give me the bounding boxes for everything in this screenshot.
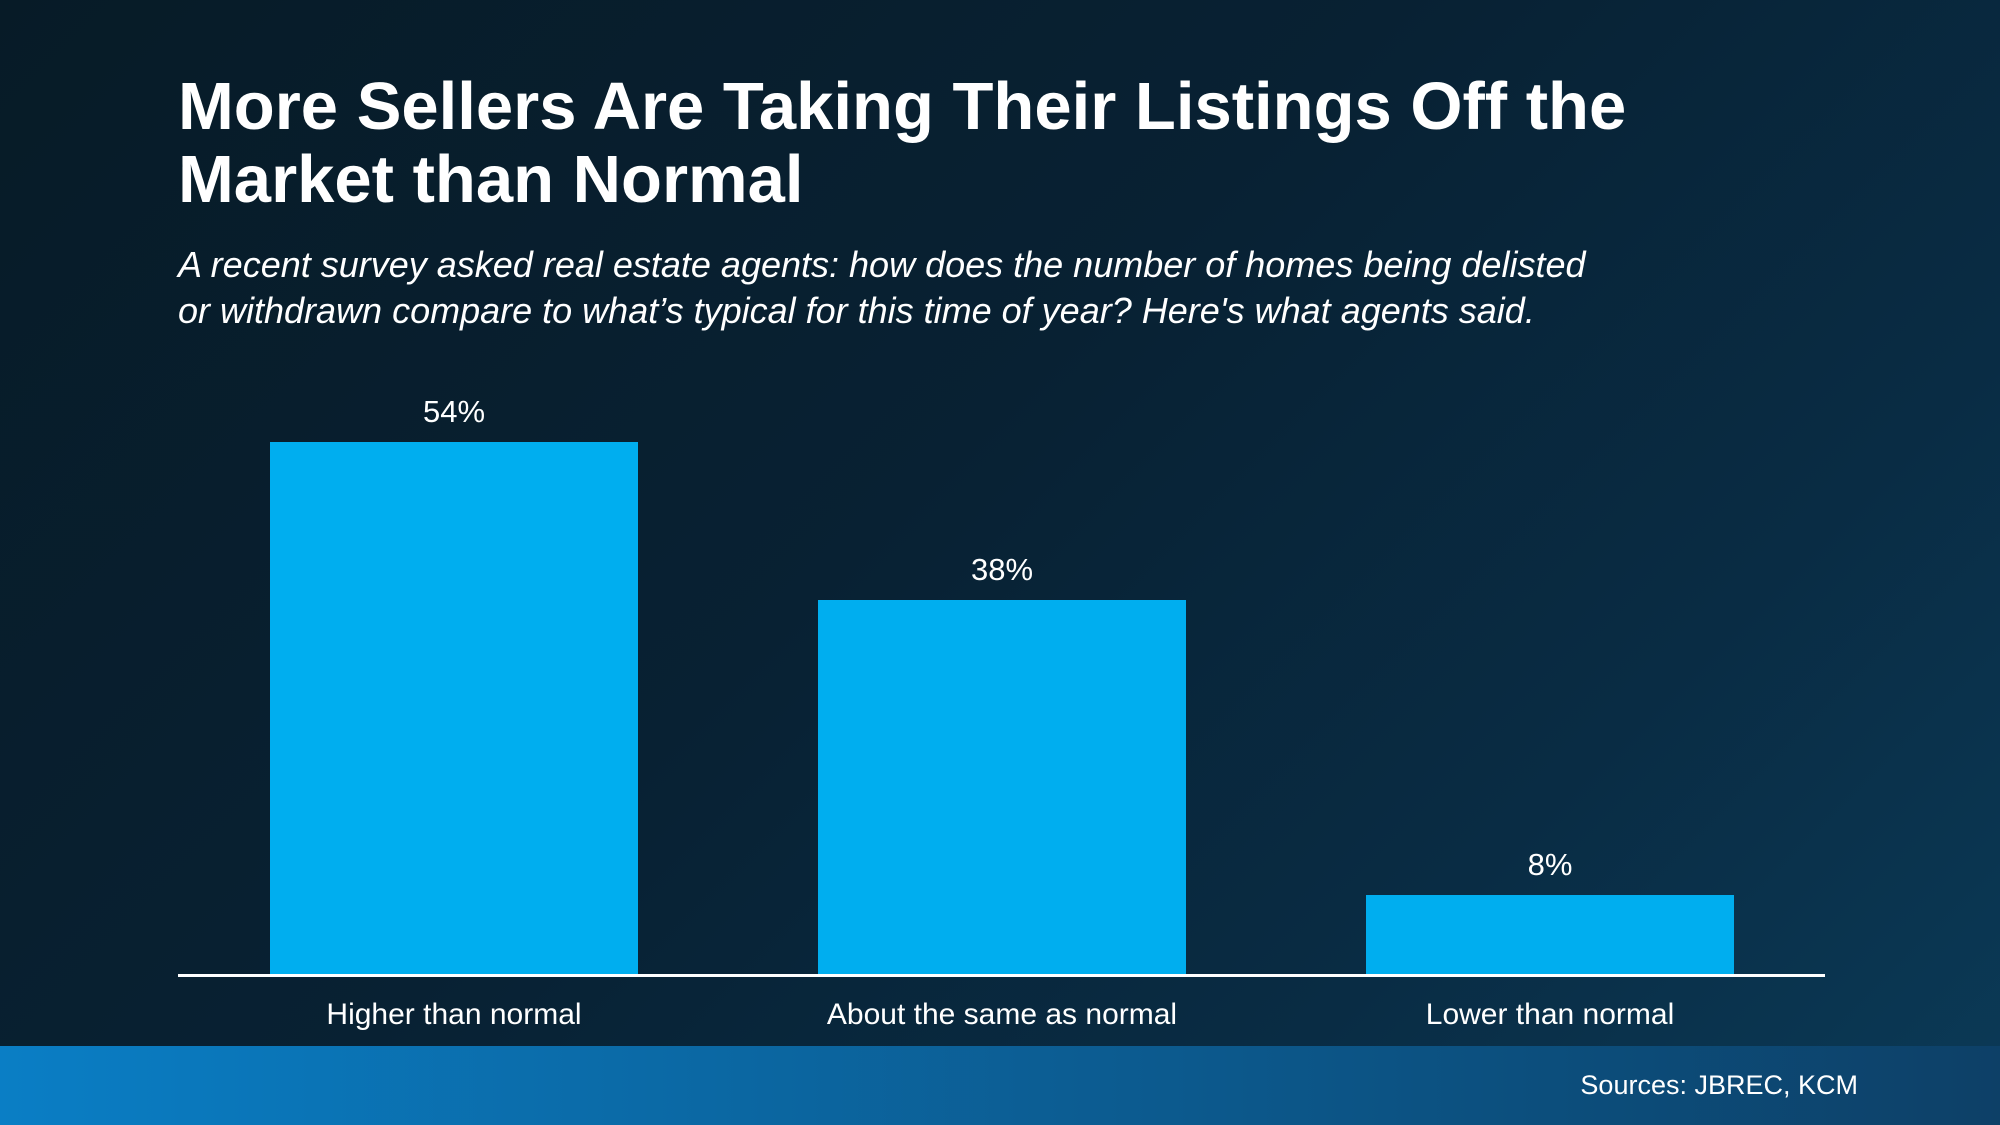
bar-value-label: 54% xyxy=(422,394,486,429)
bar-group: 54% xyxy=(270,360,638,974)
bar-value-label: 8% xyxy=(1527,847,1573,882)
x-axis-line xyxy=(178,974,1825,977)
chart-subtitle-line-1: A recent survey asked real estate agents… xyxy=(178,244,1586,285)
bar-chart: 54% 38% 8% Higher than normal About the sam… xyxy=(178,360,1825,1033)
bar-value-label: 38% xyxy=(970,552,1034,587)
bar xyxy=(818,600,1186,974)
chart-title: More Sellers Are Taking Their Listings O… xyxy=(178,70,1858,216)
category-row: Higher than normal About the same as norm… xyxy=(178,997,1825,1033)
bars-row: 54% 38% 8% xyxy=(178,360,1825,974)
chart-subtitle: A recent survey asked real estate agents… xyxy=(178,242,1858,334)
chart-title-line-2: Market than Normal xyxy=(178,142,804,217)
bar-group: 38% xyxy=(818,360,1186,974)
bar xyxy=(1366,895,1734,974)
category-label: About the same as normal xyxy=(826,998,1178,1031)
header: More Sellers Are Taking Their Listings O… xyxy=(178,70,1858,334)
sources-label: Sources: JBREC, KCM xyxy=(1580,1070,1858,1100)
bar xyxy=(270,442,638,974)
category-label: Lower than normal xyxy=(1425,998,1675,1031)
bar-group: 8% xyxy=(1366,360,1734,974)
category-label: Higher than normal xyxy=(326,998,582,1031)
chart-subtitle-line-2: or withdrawn compare to what’s typical f… xyxy=(178,290,1535,331)
chart-title-line-1: More Sellers Are Taking Their Listings O… xyxy=(178,69,1627,144)
footer-bar: Sources: JBREC, KCM xyxy=(0,1046,2000,1125)
